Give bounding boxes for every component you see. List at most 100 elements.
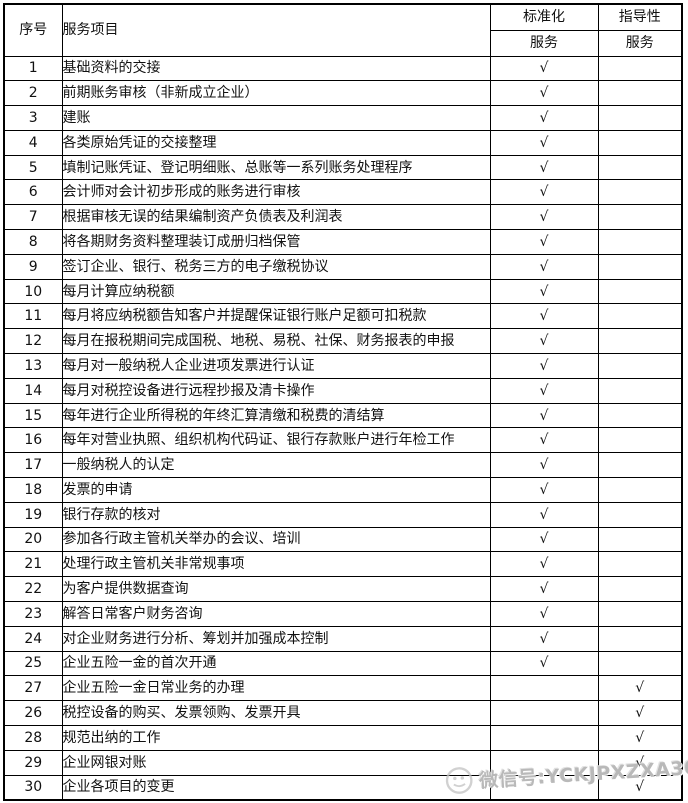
guidance-check xyxy=(597,501,683,528)
service-item: 规范出纳的工作 xyxy=(61,725,491,751)
service-item: 每年对营业执照、组织机构代码证、银行存款账户进行年检工作 xyxy=(61,427,491,454)
guidance-check xyxy=(597,80,683,107)
service-item: 填制记账凭证、登记明细账、总账等一系列账务处理程序 xyxy=(61,154,491,181)
standard-check: √ xyxy=(489,551,599,578)
service-item: 企业五险一金日常业务的办理 xyxy=(61,675,491,702)
table-row: 26 税控设备的购买、发票领购、发票开具 √ xyxy=(3,700,683,727)
header-standard-bottom: 服务 xyxy=(489,29,599,57)
table-row: 29 企业网银对账 √ xyxy=(3,749,683,776)
table-row: 28 规范出纳的工作 √ xyxy=(3,725,683,751)
table-row: 23 解答日常客户财务咨询 √ xyxy=(3,601,683,627)
standard-check: √ xyxy=(489,204,599,231)
row-number: 11 xyxy=(3,303,63,330)
table-row: 15 每年进行企业所得税的年终汇算清缴和税费的清结算 √ xyxy=(3,402,683,429)
service-item: 基础资料的交接 xyxy=(61,55,491,82)
row-number: 26 xyxy=(3,700,63,727)
service-item: 将各期财务资料整理装订成册归档保管 xyxy=(61,229,491,255)
guidance-check xyxy=(597,129,683,156)
guidance-check xyxy=(597,154,683,181)
standard-check xyxy=(489,774,599,801)
header-guidance-bottom: 服务 xyxy=(597,29,683,57)
table-row: 10 每月计算应纳税额 √ xyxy=(3,278,683,305)
row-number: 15 xyxy=(3,402,63,429)
guidance-check: √ xyxy=(597,675,683,702)
guidance-check xyxy=(597,427,683,454)
table-row: 24 对企业财务进行分析、筹划并加强成本控制 √ xyxy=(3,625,683,652)
row-number: 17 xyxy=(3,452,63,479)
row-number: 4 xyxy=(3,129,63,156)
row-number: 12 xyxy=(3,328,63,355)
service-item: 银行存款的核对 xyxy=(61,501,491,528)
guidance-check xyxy=(597,353,683,379)
standard-check: √ xyxy=(489,477,599,503)
standard-check xyxy=(489,725,599,751)
table-row: 19 银行存款的核对 √ xyxy=(3,501,683,528)
service-item: 每月对一般纳税人企业进项发票进行认证 xyxy=(61,353,491,379)
guidance-check xyxy=(597,253,683,280)
guidance-check xyxy=(597,650,683,677)
standard-check xyxy=(489,749,599,776)
guidance-check: √ xyxy=(597,749,683,776)
table-row: 1 基础资料的交接 √ xyxy=(3,55,683,82)
row-number: 9 xyxy=(3,253,63,280)
table-row: 6 会计师对会计初步形成的账务进行审核 √ xyxy=(3,179,683,206)
service-item: 为客户提供数据查询 xyxy=(61,576,491,603)
standard-check: √ xyxy=(489,427,599,454)
service-item: 每月计算应纳税额 xyxy=(61,278,491,305)
service-item: 企业五险一金的首次开通 xyxy=(61,650,491,677)
standard-check: √ xyxy=(489,377,599,404)
standard-check: √ xyxy=(489,452,599,479)
header-guidance-top: 指导性 xyxy=(597,3,683,31)
table-row: 5 填制记账凭证、登记明细账、总账等一系列账务处理程序 √ xyxy=(3,154,683,181)
guidance-check xyxy=(597,278,683,305)
row-number: 6 xyxy=(3,179,63,206)
table-row: 3 建账 √ xyxy=(3,105,683,131)
standard-check: √ xyxy=(489,625,599,652)
standard-check: √ xyxy=(489,303,599,330)
service-item: 一般纳税人的认定 xyxy=(61,452,491,479)
row-number: 2 xyxy=(3,80,63,107)
standard-check: √ xyxy=(489,55,599,82)
row-number: 23 xyxy=(3,601,63,627)
row-number: 29 xyxy=(3,749,63,776)
service-item: 建账 xyxy=(61,105,491,131)
table-row: 30 企业各项目的变更 √ xyxy=(3,774,683,801)
service-item: 对企业财务进行分析、筹划并加强成本控制 xyxy=(61,625,491,652)
header-number: 序号 xyxy=(3,3,63,57)
guidance-check xyxy=(597,303,683,330)
service-item: 根据审核无误的结果编制资产负债表及利润表 xyxy=(61,204,491,231)
guidance-check xyxy=(597,601,683,627)
header-service-item: 服务项目 xyxy=(61,3,491,57)
guidance-check xyxy=(597,55,683,82)
guidance-check xyxy=(597,377,683,404)
table-row: 13 每月对一般纳税人企业进项发票进行认证 √ xyxy=(3,353,683,379)
standard-check xyxy=(489,675,599,702)
guidance-check xyxy=(597,204,683,231)
row-number: 25 xyxy=(3,650,63,677)
service-table: 序号 服务项目 标准化 指导性 服务 服务 1 基础资料的交接 √ 2 前期账务… xyxy=(3,3,683,801)
row-number: 1 xyxy=(3,55,63,82)
table-row: 12 每月在报税期间完成国税、地税、易税、社保、财务报表的申报 √ xyxy=(3,328,683,355)
row-number: 19 xyxy=(3,501,63,528)
row-number: 5 xyxy=(3,154,63,181)
table-row: 25 企业五险一金的首次开通 √ xyxy=(3,650,683,677)
row-number: 13 xyxy=(3,353,63,379)
row-number: 14 xyxy=(3,377,63,404)
row-number: 18 xyxy=(3,477,63,503)
guidance-check xyxy=(597,105,683,131)
row-number: 24 xyxy=(3,625,63,652)
guidance-check xyxy=(597,452,683,479)
table-header: 序号 服务项目 标准化 指导性 服务 服务 xyxy=(3,3,683,57)
row-number: 8 xyxy=(3,229,63,255)
table-row: 9 签订企业、银行、税务三方的电子缴税协议 √ xyxy=(3,253,683,280)
row-number: 30 xyxy=(3,774,63,801)
standard-check: √ xyxy=(489,129,599,156)
service-item: 前期账务审核（非新成立企业） xyxy=(61,80,491,107)
table-row: 27 企业五险一金日常业务的办理 √ xyxy=(3,675,683,702)
row-number: 7 xyxy=(3,204,63,231)
table-row: 21 处理行政主管机关非常规事项 √ xyxy=(3,551,683,578)
table-body: 1 基础资料的交接 √ 2 前期账务审核（非新成立企业） √ 3 建账 √ 4 … xyxy=(3,55,683,801)
guidance-check xyxy=(597,179,683,206)
standard-check: √ xyxy=(489,105,599,131)
